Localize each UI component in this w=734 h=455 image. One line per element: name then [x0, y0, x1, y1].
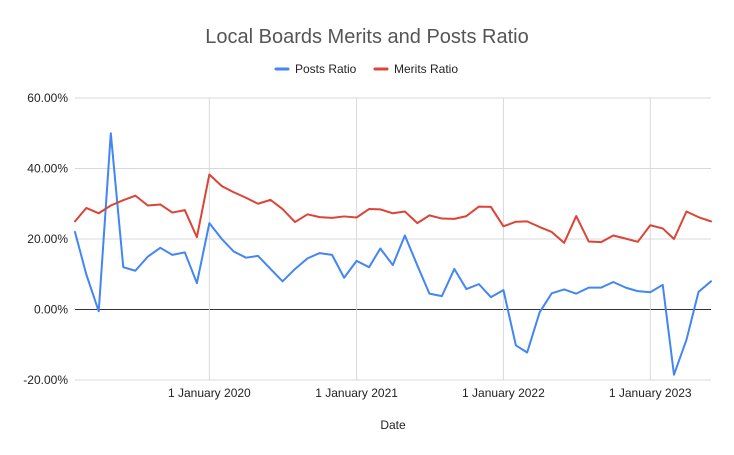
y-tick-label: 40.00%: [27, 162, 68, 176]
x-tick-label: 1 January 2020: [168, 386, 251, 400]
x-tick-label: 1 January 2022: [462, 386, 545, 400]
x-axis-label: Date: [380, 418, 406, 432]
x-tick-label: 1 January 2023: [609, 386, 692, 400]
grid-lines: [75, 97, 711, 381]
y-tick-label: -20.00%: [23, 373, 68, 387]
legend-label: Merits Ratio: [394, 62, 458, 76]
series-layer: [74, 132, 712, 376]
series-line-merits-ratio: [74, 173, 712, 244]
x-tick-label: 1 January 2021: [315, 386, 398, 400]
y-tick-label: 60.00%: [27, 91, 68, 105]
y-axis-ticks: -20.00% 0.00% 20.00% 40.00% 60.00%: [23, 91, 68, 387]
series-line-posts-ratio: [74, 132, 712, 376]
chart-title: Local Boards Merits and Posts Ratio: [205, 26, 529, 48]
y-tick-label: 20.00%: [27, 232, 68, 246]
y-tick-label: 0.00%: [34, 303, 68, 317]
x-axis-ticks: 1 January 2020 1 January 2021 1 January 20…: [168, 386, 692, 400]
legend-label: Posts Ratio: [295, 62, 357, 76]
chart-legend: Posts Ratio Merits Ratio: [274, 62, 458, 76]
